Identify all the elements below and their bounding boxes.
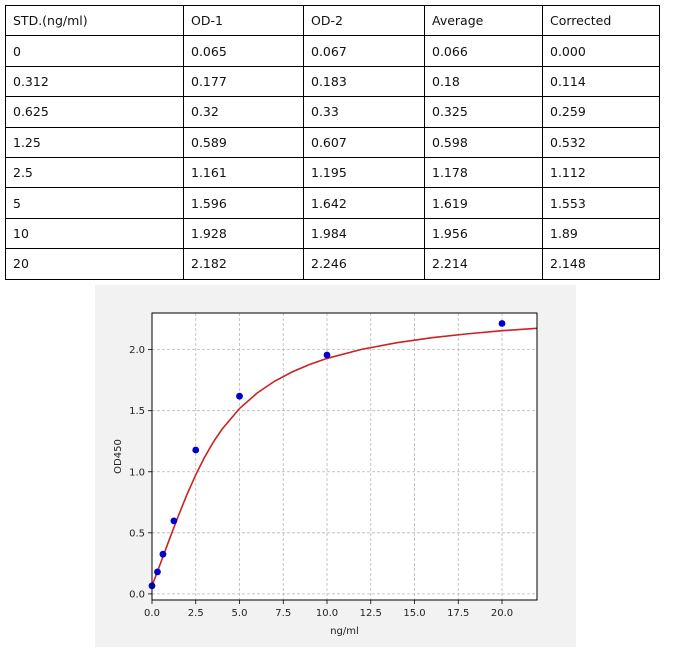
x-tick-label: 10.0 <box>316 608 338 619</box>
x-tick-label: 0.0 <box>144 608 160 619</box>
cell-std: 1.25 <box>5 126 184 158</box>
cell-corrected: 1.89 <box>542 217 660 250</box>
table-row: 20 2.182 2.246 2.214 2.148 <box>5 248 660 280</box>
y-axis-label: OD450 <box>113 439 124 474</box>
table-row: 2.5 1.161 1.195 1.178 1.112 <box>5 156 660 189</box>
cell-average: 0.066 <box>424 35 543 67</box>
cell-std: 10 <box>5 217 184 250</box>
cell-corrected: 0.259 <box>542 96 660 128</box>
cell-od2: 0.067 <box>303 35 425 67</box>
table-row: 0.625 0.32 0.33 0.325 0.259 <box>5 96 660 128</box>
data-point <box>170 517 178 525</box>
cell-od1: 1.928 <box>183 217 304 250</box>
cell-od1: 0.32 <box>183 96 304 128</box>
x-tick-label: 2.5 <box>188 608 204 619</box>
cell-std: 0.625 <box>5 96 184 128</box>
cell-od1: 0.065 <box>183 35 304 67</box>
cell-od2: 0.183 <box>303 65 425 98</box>
cell-corrected: 1.112 <box>542 156 660 189</box>
cell-average: 0.598 <box>424 126 543 158</box>
cell-od2: 0.33 <box>303 96 425 128</box>
cell-average: 2.214 <box>424 248 543 280</box>
table-body: 0 0.065 0.067 0.066 0.000 0.312 0.177 0.183 0.18… <box>5 35 660 280</box>
cell-average: 1.956 <box>424 217 543 250</box>
standard-table: STD.(ng/ml) OD-1 OD-2 Average Corrected … <box>5 4 660 280</box>
cell-corrected: 0.000 <box>542 35 660 67</box>
grid-layer <box>151 313 537 600</box>
cell-corrected: 0.532 <box>542 126 660 158</box>
cell-std: 5 <box>5 187 184 219</box>
header-std: STD.(ng/ml) <box>5 4 184 37</box>
table-row: 0.312 0.177 0.183 0.18 0.114 <box>5 65 660 98</box>
cell-average: 0.325 <box>424 96 543 128</box>
cell-corrected: 1.553 <box>542 187 660 219</box>
x-tick-label: 15.0 <box>403 608 425 619</box>
y-tick-label: 0.5 <box>129 528 145 539</box>
cell-od1: 0.589 <box>183 126 304 158</box>
y-tick-label: 1.0 <box>129 467 145 478</box>
cell-od2: 1.642 <box>303 187 425 219</box>
y-tick-label: 2.0 <box>129 345 145 356</box>
x-axis-label: ng/ml <box>330 626 359 637</box>
x-tick-label: 5.0 <box>232 608 248 619</box>
cell-od1: 2.182 <box>183 248 304 280</box>
data-point <box>498 320 506 327</box>
cell-average: 0.18 <box>424 65 543 98</box>
standard-curve-chart: 0.0 2.5 5.0 7.5 10.0 12.5 15.0 17.5 20.0 0.0 0.5 1.… <box>95 285 576 647</box>
cell-std: 20 <box>5 248 184 280</box>
y-tick-label: 0.0 <box>129 589 145 600</box>
data-point <box>192 446 200 454</box>
x-tick-label: 12.5 <box>360 608 382 619</box>
table-row: 10 1.928 1.984 1.956 1.89 <box>5 217 660 250</box>
data-point <box>154 568 161 576</box>
chart-svg: 0.0 2.5 5.0 7.5 10.0 12.5 15.0 17.5 20.0 0.0 0.5 1.… <box>113 312 538 637</box>
cell-corrected: 0.114 <box>542 65 660 98</box>
fitted-curve <box>151 327 538 587</box>
table-row: 1.25 0.589 0.607 0.598 0.532 <box>5 126 660 158</box>
table-row: 0 0.065 0.067 0.066 0.000 <box>5 35 660 67</box>
header-od1: OD-1 <box>183 4 304 37</box>
x-tick-label: 20.0 <box>491 608 513 619</box>
cell-od2: 2.246 <box>303 248 425 280</box>
cell-od2: 1.195 <box>303 156 425 189</box>
plot-frame <box>151 312 538 601</box>
header-od2: OD-2 <box>303 4 425 37</box>
cell-std: 0.312 <box>5 65 184 98</box>
cell-od1: 1.161 <box>183 156 304 189</box>
data-point <box>323 351 331 359</box>
cell-corrected: 2.148 <box>542 248 660 280</box>
table-row: 5 1.596 1.642 1.619 1.553 <box>5 187 660 219</box>
cell-std: 2.5 <box>5 156 184 189</box>
curve-layer <box>151 327 538 587</box>
data-point <box>236 392 243 400</box>
cell-od2: 0.607 <box>303 126 425 158</box>
tick-layer: 0.0 2.5 5.0 7.5 10.0 12.5 15.0 17.5 20.0 0.0 0.5 1.… <box>129 345 513 619</box>
data-point <box>159 550 167 558</box>
cell-od1: 0.177 <box>183 65 304 98</box>
x-tick-label: 7.5 <box>275 608 291 619</box>
x-tick-label: 17.5 <box>447 608 469 619</box>
cell-average: 1.619 <box>424 187 543 219</box>
plot-area <box>152 313 537 600</box>
cell-od2: 1.984 <box>303 217 425 250</box>
header-corrected: Corrected <box>542 4 660 37</box>
y-tick-label: 1.5 <box>129 406 145 417</box>
header-average: Average <box>424 4 543 37</box>
cell-od1: 1.596 <box>183 187 304 219</box>
table-header-row: STD.(ng/ml) OD-1 OD-2 Average Corrected <box>5 4 660 37</box>
cell-average: 1.178 <box>424 156 543 189</box>
cell-std: 0 <box>5 35 184 67</box>
